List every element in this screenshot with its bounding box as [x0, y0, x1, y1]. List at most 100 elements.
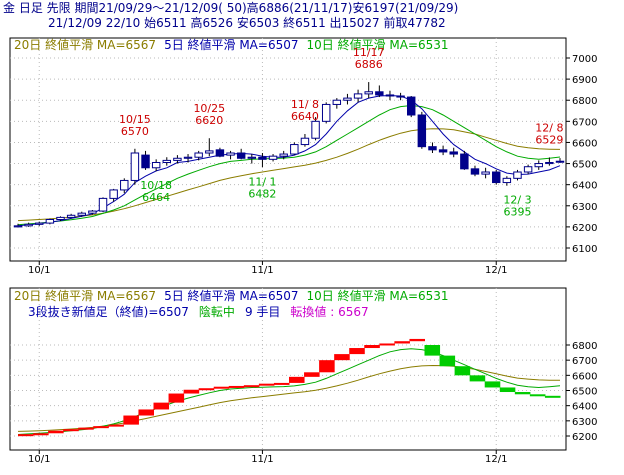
- brick-up: [33, 433, 49, 436]
- candle-up: [545, 162, 554, 165]
- brick-up: [198, 388, 215, 391]
- annotation-date: 10/25: [193, 102, 225, 115]
- brick-up: [273, 382, 290, 385]
- annotation-value: 6482: [248, 187, 276, 200]
- candle-up: [13, 225, 23, 228]
- brick-up: [334, 354, 350, 361]
- candle-up: [45, 219, 55, 224]
- brick-down: [424, 345, 441, 356]
- brick-up: [349, 348, 365, 355]
- header-line-1: 金 日足 先限 期間21/09/29～21/12/09( 50)高6886(21…: [3, 1, 459, 15]
- brick-down: [469, 375, 486, 382]
- candle-up: [226, 152, 235, 156]
- bottom-legend-entry: 10日 終値平滑 MA=6531: [306, 288, 448, 303]
- candle-up: [279, 153, 288, 157]
- brick-down: [454, 366, 471, 376]
- brick-up: [108, 424, 124, 427]
- candle-up: [513, 171, 522, 179]
- bottom-subtitle-part: 陰転中: [199, 304, 235, 319]
- top-xtick-label: 12/1: [485, 265, 507, 276]
- brick-up: [409, 338, 425, 342]
- top-ytick-label: 7000: [572, 54, 597, 65]
- brick-up: [289, 376, 305, 383]
- candle-up: [173, 157, 182, 161]
- candle-up: [332, 99, 342, 105]
- annotation-date: 11/ 1: [248, 175, 276, 188]
- annotation-date: 10/18: [140, 179, 172, 192]
- top-ytick-label: 6900: [572, 75, 597, 86]
- brick-up: [319, 360, 335, 373]
- brick-up: [63, 429, 79, 432]
- annotation-value: 6640: [291, 110, 319, 123]
- top-xtick-label: 10/1: [28, 265, 50, 276]
- annotation-value: 6529: [535, 133, 563, 146]
- annotation-date: 11/ 8: [291, 98, 319, 111]
- candle-down: [406, 96, 416, 116]
- candle-down: [215, 149, 225, 157]
- bottom-legend-entry: 20日 終値平滑 MA=6567: [14, 288, 156, 303]
- candle-up: [109, 189, 118, 199]
- candle-up: [205, 150, 214, 154]
- brick-down: [439, 355, 456, 367]
- annotation-date: 11/17: [353, 46, 385, 59]
- top-panel-frame: [9, 37, 567, 262]
- candle-up: [523, 166, 533, 173]
- annotation-value: 6464: [142, 191, 170, 204]
- candle-up: [268, 155, 278, 160]
- brick-down: [529, 394, 546, 397]
- candle-up: [534, 163, 543, 168]
- candle-up: [321, 103, 331, 122]
- brick-down: [544, 395, 561, 398]
- brick-up: [243, 385, 260, 388]
- brick-up: [379, 343, 395, 346]
- top-ytick-label: 6800: [572, 96, 597, 107]
- brick-up: [168, 393, 185, 403]
- brick-up: [228, 385, 245, 388]
- top-ytick-label: 6200: [572, 223, 597, 234]
- candle-up: [56, 216, 65, 220]
- candle-down: [460, 153, 469, 170]
- brick-down: [484, 381, 501, 388]
- candle-up: [290, 144, 299, 155]
- bottom-ytick-label: 6400: [572, 402, 597, 413]
- top-xtick-label: 11/1: [251, 265, 273, 276]
- candle-up: [247, 156, 257, 159]
- brick-up: [394, 341, 410, 344]
- candle-up: [555, 160, 565, 163]
- candle-up: [88, 210, 97, 214]
- bottom-ytick-label: 6300: [572, 417, 597, 428]
- candle-down: [141, 154, 150, 169]
- brick-up: [78, 427, 94, 430]
- candle-down: [492, 171, 501, 184]
- candle-up: [35, 222, 44, 225]
- bottom-ytick-label: 6700: [572, 356, 597, 367]
- top-ytick-label: 6500: [572, 160, 597, 171]
- annotation-value: 6395: [503, 206, 531, 219]
- candle-up: [162, 159, 172, 163]
- bottom-xtick-label: 12/1: [485, 454, 507, 465]
- bottom-ytick-label: 6500: [572, 387, 597, 398]
- chart-header: 金 日足 先限 期間21/09/29～21/12/09( 50)高6886(21…: [0, 0, 624, 31]
- bottom-xtick-label: 10/1: [28, 454, 50, 465]
- candle-down: [438, 149, 448, 153]
- candle-down: [385, 94, 395, 97]
- candle-down: [470, 168, 480, 175]
- candle-up: [77, 212, 86, 216]
- brick-down: [499, 387, 516, 393]
- annotation-date: 12/ 8: [535, 121, 563, 134]
- bottom-ytick-label: 6800: [572, 341, 597, 352]
- brick-down: [514, 392, 531, 395]
- candle-down: [396, 95, 405, 98]
- candle-down: [449, 151, 458, 155]
- header-line-2: 21/12/09 22/10 始6511 高6526 安6503 終6511 出…: [48, 16, 446, 30]
- top-legend-entry: 5日 終値平滑 MA=6507: [164, 37, 298, 52]
- top-legend-entry: 10日 終値平滑 MA=6531: [306, 37, 448, 52]
- annotation-date: 10/15: [119, 113, 151, 126]
- bottom-xtick-label: 11/1: [251, 454, 273, 465]
- brick-up: [364, 345, 380, 349]
- bottom-ytick-label: 6200: [572, 432, 597, 443]
- candle-up: [24, 223, 33, 227]
- brick-up: [304, 372, 320, 377]
- candle-up: [151, 162, 161, 169]
